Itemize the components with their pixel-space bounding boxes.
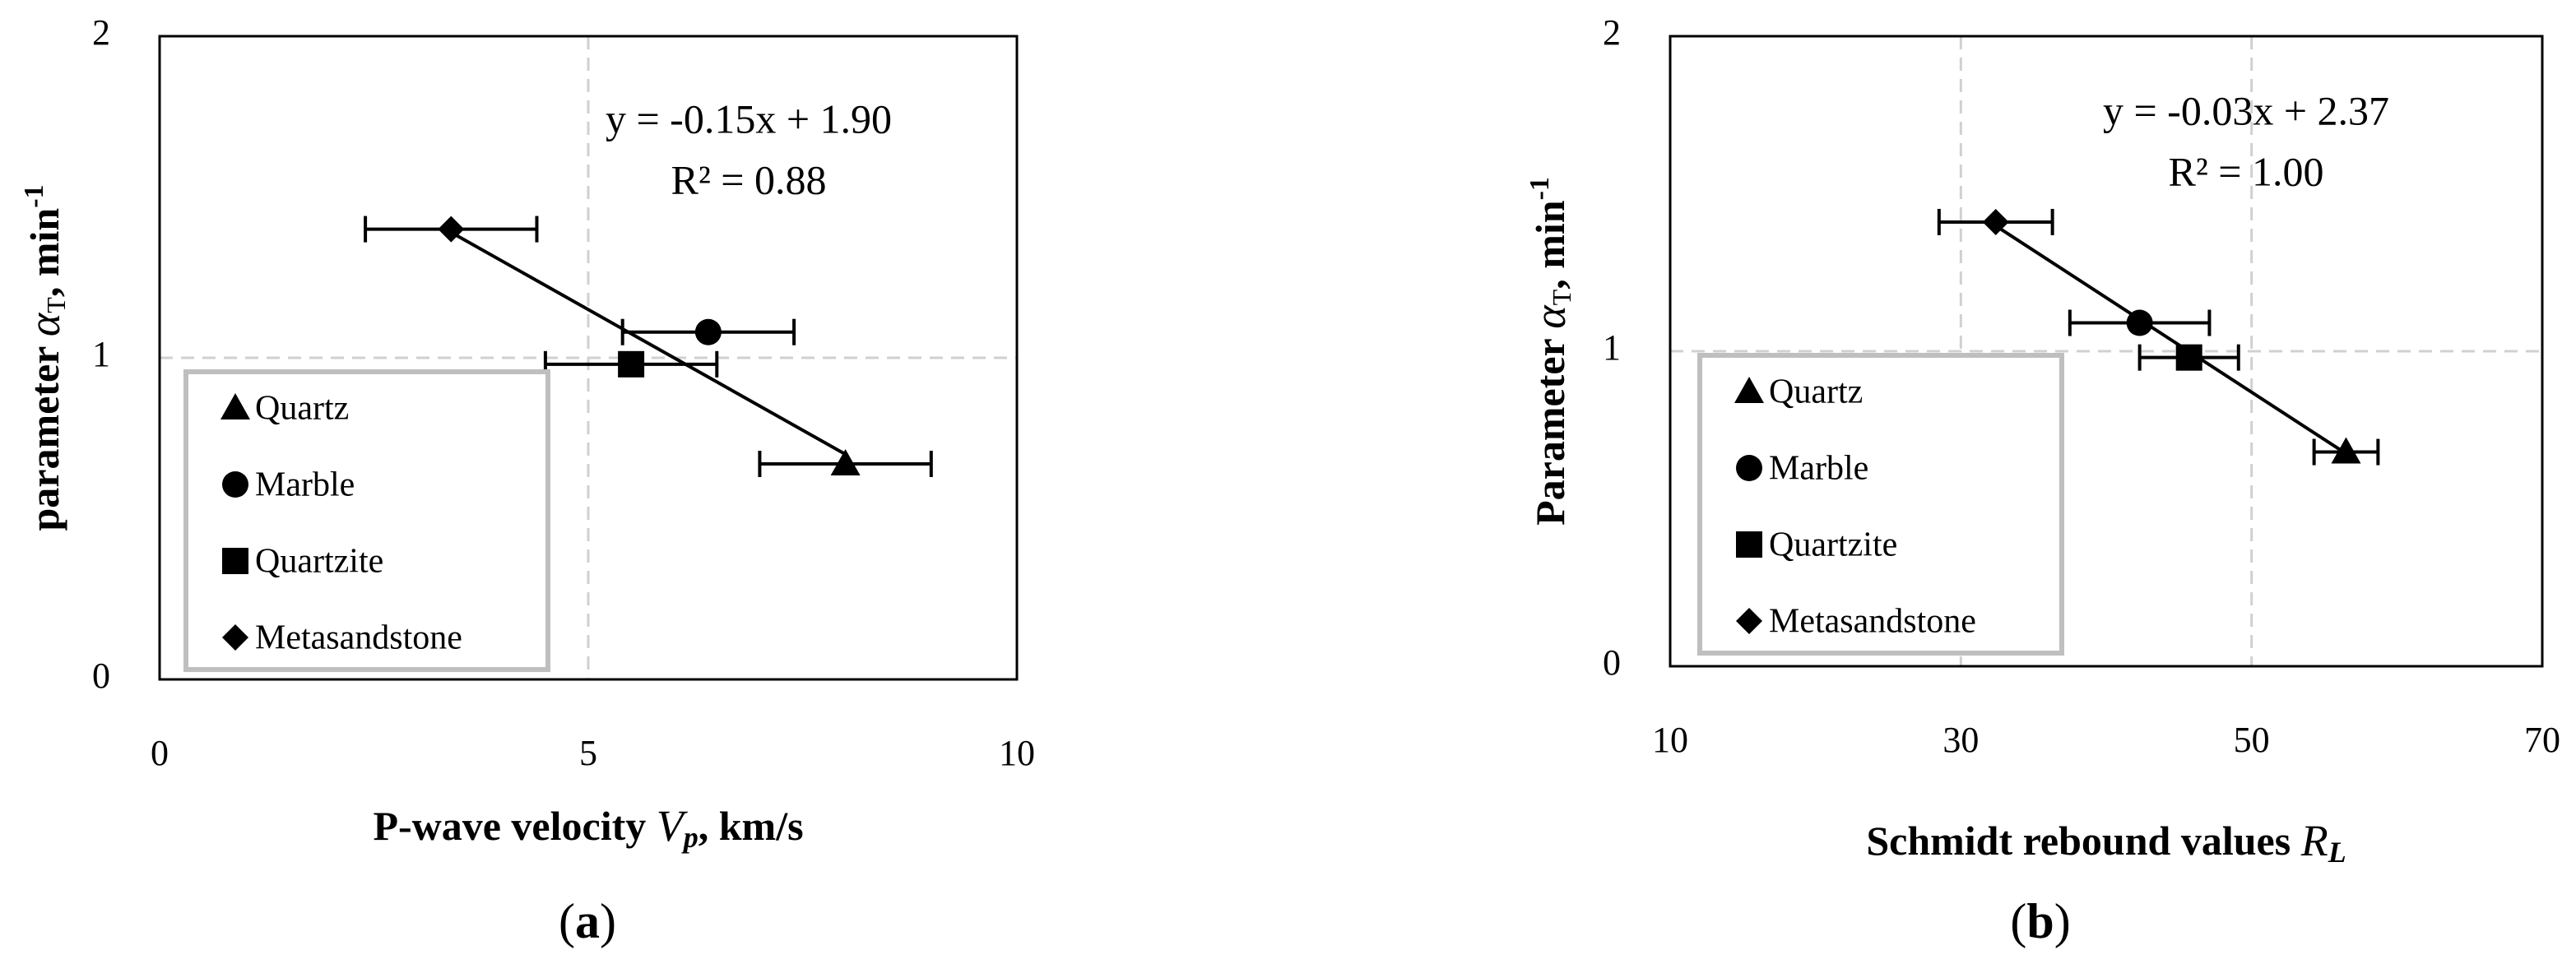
y-tick-label: 0: [1603, 642, 1621, 683]
y-label-part: α: [1525, 304, 1575, 329]
y-label-part: , min: [1527, 200, 1573, 290]
x-label-part: V: [657, 801, 689, 850]
caption-letter: a: [575, 894, 600, 948]
x-label-part: Schmidt rebound values: [1866, 818, 2300, 864]
legend-marker: [1736, 531, 1762, 558]
marker: [2126, 309, 2153, 336]
x-label-part: P-wave velocity: [373, 803, 656, 849]
y-label-part: -1: [1525, 177, 1555, 200]
subfigure-caption: (b): [2010, 894, 2070, 948]
legend-marker: [1736, 608, 1762, 634]
marker: [2175, 344, 2202, 371]
plot-area: [158, 35, 1019, 681]
marker: [830, 449, 861, 476]
y-tick-label: 1: [92, 334, 110, 374]
y-tick-label: 2: [92, 12, 110, 53]
y-label-part: Parameter: [1527, 329, 1573, 526]
legend-marker: [220, 393, 250, 419]
x-axis-label: Schmidt rebound values RL: [1866, 816, 2346, 869]
x-tick-label: 30: [1942, 720, 1979, 760]
x-axis-label: P-wave velocity Vp, km/s: [373, 801, 803, 854]
x-label-part: , km/s: [699, 803, 804, 849]
y-label-part: , min: [21, 208, 67, 298]
legend-marker: [222, 471, 248, 498]
x-tick-label: 5: [579, 733, 597, 773]
legend-label: Marble: [1769, 450, 1868, 488]
legend-label: Quartzite: [1769, 526, 1897, 564]
y-label-part: -1: [19, 184, 49, 207]
x-tick-label: 10: [1652, 720, 1688, 760]
x-tick-label: 50: [2234, 720, 2270, 760]
legend-label: Metasandstone: [255, 619, 462, 657]
legend-marker: [1736, 455, 1762, 481]
y-label-part: α: [20, 312, 69, 336]
y-label-part: parameter: [21, 336, 67, 531]
r-squared: R² = 0.88: [671, 156, 826, 202]
x-label-part: R: [2300, 816, 2328, 865]
y-axis-label: Parameter αT, min-1: [1525, 177, 1577, 526]
x-label-part: L: [2328, 836, 2346, 869]
x-label-part: p: [681, 821, 699, 854]
y-label-part: T: [41, 297, 71, 313]
x-tick-label: 0: [151, 733, 169, 773]
trend-equation: y = -0.15x + 1.90: [606, 95, 892, 141]
x-tick-label: 70: [2524, 720, 2560, 760]
legend-marker: [222, 624, 248, 651]
y-tick-label: 2: [1603, 12, 1621, 53]
legend-label: Marble: [255, 466, 355, 504]
caption-letter: b: [2026, 894, 2054, 948]
y-axis-label: parameter αT, min-1: [19, 184, 72, 531]
y-tick-label: 1: [1603, 327, 1621, 368]
legend-label: Quartzite: [255, 543, 383, 581]
subfigure-caption: (a): [559, 894, 616, 948]
legend-marker: [1734, 377, 1764, 403]
legend-box: [1697, 353, 2064, 656]
trendline: [450, 230, 847, 457]
marker: [694, 318, 722, 345]
marker: [2331, 437, 2361, 464]
marker: [438, 216, 465, 243]
plot-area: [1669, 35, 2544, 668]
y-tick-label: 0: [92, 656, 110, 696]
trendline: [1994, 224, 2347, 456]
legend-box: [183, 369, 550, 672]
legend-label: Quartz: [255, 390, 349, 428]
legend-label: Quartz: [1769, 373, 1863, 411]
legend-marker: [222, 548, 248, 574]
y-label-part: T: [1547, 289, 1576, 305]
marker: [1982, 208, 2009, 235]
marker: [618, 350, 645, 378]
trend-equation: y = -0.03x + 2.37: [2103, 87, 2389, 133]
legend-label: Metasandstone: [1769, 603, 1976, 641]
r-squared: R² = 1.00: [2168, 148, 2323, 194]
x-tick-label: 10: [999, 733, 1035, 773]
